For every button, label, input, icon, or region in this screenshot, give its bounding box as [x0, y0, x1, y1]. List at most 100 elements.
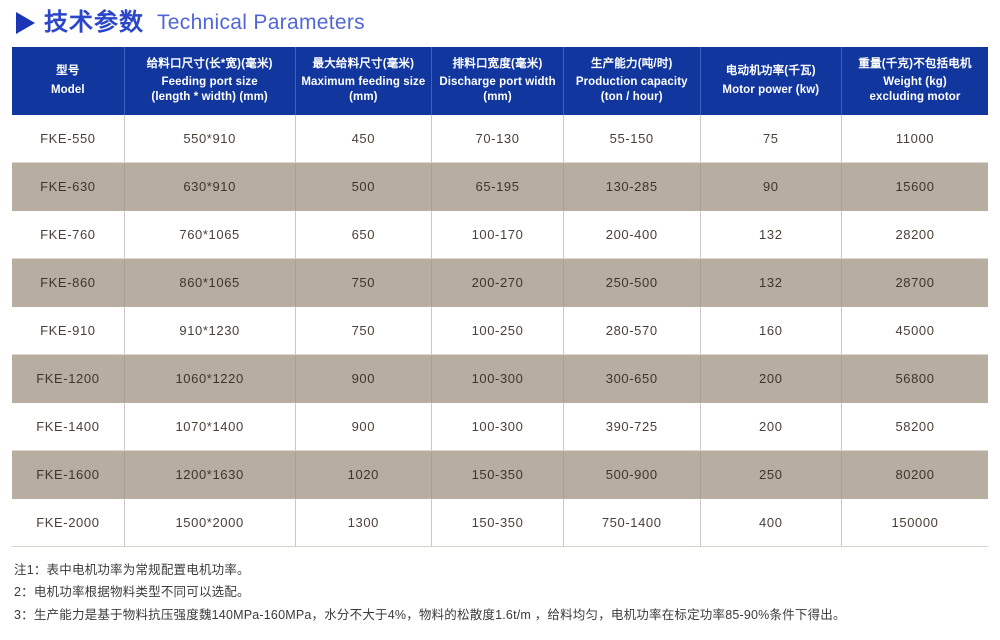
cell-discharge: 150-350 — [431, 450, 564, 499]
technical-parameters-table: 型号 Model 给料口尺寸(长*宽)(毫米) Feeding port size (l… — [12, 47, 988, 547]
cell-capacity: 280-570 — [563, 306, 701, 355]
column-header-en: Production capacity (ton / hour) — [575, 76, 688, 104]
notes-block: 注1：表中电机功率为常规配置电机功率。 2：电机功率根据物料类型不同可以选配。 3：… — [14, 559, 989, 626]
column-header-3: 排料口宽度(毫米) Discharge port width (mm) — [431, 47, 564, 115]
cell-model: FKE-550 — [12, 115, 125, 163]
cell-model: FKE-860 — [12, 258, 125, 307]
cell-feeding_port: 630*910 — [124, 162, 296, 211]
cell-model: FKE-760 — [12, 210, 125, 259]
cell-max_feed: 1300 — [295, 498, 433, 547]
cell-discharge: 200-270 — [431, 258, 564, 307]
cell-capacity: 500-900 — [563, 450, 701, 499]
table-row: FKE-910 910*1230 750 100-250 280-570 160 45000 — [12, 306, 988, 355]
cell-capacity: 200-400 — [563, 210, 701, 259]
cell-feeding_port: 1200*1630 — [124, 450, 296, 499]
page-title-cn: 技术参数 — [44, 8, 144, 36]
table-header-row: 型号 Model 给料口尺寸(长*宽)(毫米) Feeding port size (l… — [12, 47, 988, 115]
cell-feeding_port: 860*1065 — [124, 258, 296, 307]
column-header-cn: 最大给料尺寸(毫米) — [312, 57, 415, 70]
cell-power: 200 — [700, 354, 843, 403]
cell-feeding_port: 1070*1400 — [124, 402, 296, 451]
column-header-cn: 给料口尺寸(长*宽)(毫米) — [146, 57, 273, 70]
cell-discharge: 65-195 — [431, 162, 564, 211]
cell-feeding_port: 550*910 — [124, 115, 296, 163]
cell-capacity: 130-285 — [563, 162, 701, 211]
column-header-cn: 排料口宽度(毫米) — [452, 57, 543, 70]
cell-max_feed: 450 — [295, 115, 433, 163]
cell-power: 400 — [700, 498, 843, 547]
cell-model: FKE-630 — [12, 162, 125, 211]
note-line-1: 注1：表中电机功率为常规配置电机功率。 — [14, 563, 250, 577]
cell-capacity: 750-1400 — [563, 498, 701, 547]
cell-weight: 28700 — [841, 258, 988, 307]
cell-capacity: 55-150 — [563, 115, 701, 163]
column-header-1: 给料口尺寸(长*宽)(毫米) Feeding port size (length *… — [124, 47, 296, 115]
cell-power: 250 — [700, 450, 843, 499]
column-header-en: Weight (kg) excluding motor — [869, 76, 961, 104]
column-header-cn: 生产能力(吨/时) — [590, 57, 673, 70]
cell-weight: 58200 — [841, 402, 988, 451]
column-header-en: Model — [51, 83, 85, 96]
cell-power: 132 — [700, 258, 843, 307]
cell-model: FKE-2000 — [12, 498, 125, 547]
cell-weight: 28200 — [841, 210, 988, 259]
spec-table-wrapper: 型号 Model 给料口尺寸(长*宽)(毫米) Feeding port size (l… — [12, 47, 988, 547]
cell-power: 90 — [700, 162, 843, 211]
cell-model: FKE-910 — [12, 306, 125, 355]
table-body: FKE-550 550*910 450 70-130 55-150 75 11000 FKE-… — [12, 115, 988, 547]
column-header-cn: 重量(千克)不包括电机 — [858, 57, 972, 70]
cell-feeding_port: 910*1230 — [124, 306, 296, 355]
cell-feeding_port: 1500*2000 — [124, 498, 296, 547]
column-header-en: Maximum feeding size (mm) — [301, 76, 426, 104]
column-header-en: Motor power (kw) — [722, 83, 820, 96]
table-row: FKE-1600 1200*1630 1020 150-350 500-900 250 80… — [12, 450, 988, 499]
page-heading: 技术参数 Technical Parameters — [0, 0, 1000, 36]
column-header-en: Discharge port width (mm) — [439, 76, 556, 104]
cell-discharge: 100-300 — [431, 402, 564, 451]
table-row: FKE-1400 1070*1400 900 100-300 390-725 200 582… — [12, 402, 988, 451]
column-header-cn: 型号 — [56, 65, 80, 78]
cell-discharge: 100-300 — [431, 354, 564, 403]
table-row: FKE-2000 1500*2000 1300 150-350 750-1400 400 1… — [12, 498, 988, 547]
cell-power: 132 — [700, 210, 843, 259]
cell-discharge: 150-350 — [431, 498, 564, 547]
cell-weight: 45000 — [841, 306, 988, 355]
cell-power: 160 — [700, 306, 843, 355]
cell-discharge: 70-130 — [431, 115, 564, 163]
cell-max_feed: 1020 — [295, 450, 433, 499]
cell-weight: 80200 — [841, 450, 988, 499]
column-header-6: 重量(千克)不包括电机 Weight (kg) excluding motor — [841, 47, 988, 115]
table-row: FKE-630 630*910 500 65-195 130-285 90 15600 — [12, 162, 988, 211]
cell-weight: 56800 — [841, 354, 988, 403]
table-row: FKE-1200 1060*1220 900 100-300 300-650 200 568… — [12, 354, 988, 403]
cell-max_feed: 900 — [295, 354, 433, 403]
cell-feeding_port: 760*1065 — [124, 210, 296, 259]
column-header-0: 型号 Model — [12, 47, 125, 115]
page-title-en: Technical Parameters — [157, 11, 365, 34]
cell-weight: 150000 — [841, 498, 988, 547]
column-header-en: Feeding port size (length * width) (mm) — [151, 76, 268, 104]
cell-max_feed: 900 — [295, 402, 433, 451]
cell-discharge: 100-250 — [431, 306, 564, 355]
table-row: FKE-550 550*910 450 70-130 55-150 75 11000 — [12, 115, 988, 163]
cell-model: FKE-1600 — [12, 450, 125, 499]
cell-weight: 11000 — [841, 115, 988, 163]
note-line-2: 2：电机功率根据物料类型不同可以选配。 — [14, 585, 250, 600]
table-row: FKE-760 760*1065 650 100-170 200-400 132 28200 — [12, 210, 988, 259]
cell-max_feed: 500 — [295, 162, 433, 211]
cell-model: FKE-1400 — [12, 402, 125, 451]
table-head: 型号 Model 给料口尺寸(长*宽)(毫米) Feeding port size (l… — [12, 47, 988, 115]
cell-power: 200 — [700, 402, 843, 451]
column-header-2: 最大给料尺寸(毫米) Maximum feeding size (mm) — [295, 47, 433, 115]
cell-discharge: 100-170 — [431, 210, 564, 259]
note-line-3: 3：生产能力是基于物料抗压强度魏140MPa-160MPa，水分不大于4%，物料… — [14, 607, 846, 622]
cell-capacity: 300-650 — [563, 354, 701, 403]
column-header-cn: 电动机功率(千瓦) — [725, 65, 816, 78]
column-header-4: 生产能力(吨/时) Production capacity (ton / hour) — [563, 47, 701, 115]
table-row: FKE-860 860*1065 750 200-270 250-500 132 28700 — [12, 258, 988, 307]
cell-feeding_port: 1060*1220 — [124, 354, 296, 403]
cell-model: FKE-1200 — [12, 354, 125, 403]
triangle-right-icon — [16, 11, 35, 34]
cell-power: 75 — [700, 115, 843, 163]
cell-capacity: 390-725 — [563, 402, 701, 451]
